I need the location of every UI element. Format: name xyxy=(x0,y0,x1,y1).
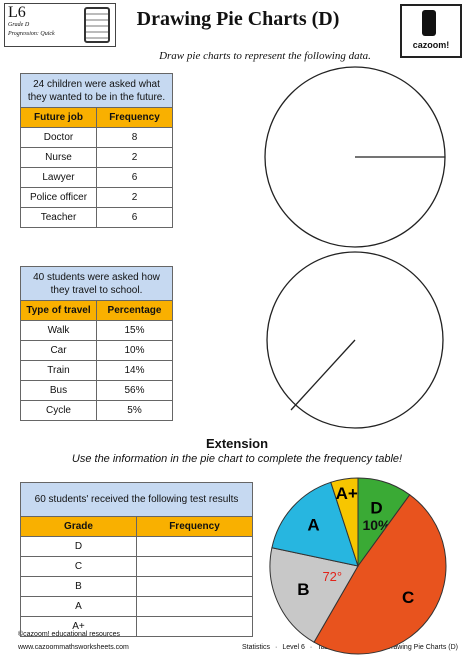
radius-line xyxy=(290,339,356,411)
slice-label: A+ xyxy=(336,484,358,503)
caption-row: 40 students were asked how they travel t… xyxy=(20,266,173,301)
table-cell: Car xyxy=(20,340,97,361)
column-header: Percentage xyxy=(96,300,173,321)
table-cell: C xyxy=(20,556,137,577)
data-table: 24 children were asked what they wanted … xyxy=(20,73,173,228)
table-row: Bus 56% xyxy=(20,380,173,401)
breadcrumb-item: Drawing Pie Charts (D) xyxy=(386,644,458,651)
answer-cell xyxy=(136,616,253,637)
table-cell: B xyxy=(20,576,137,597)
data-table: 40 students were asked how they travel t… xyxy=(20,266,173,421)
column-header: Future job xyxy=(20,107,97,128)
column-header: Type of travel xyxy=(20,300,97,321)
column-header: Frequency xyxy=(96,107,173,128)
url: www.cazoommathsworksheets.com xyxy=(18,644,129,651)
slice-label: C xyxy=(402,588,414,607)
table-cell: Cycle xyxy=(20,400,97,421)
slice-value-label: 72° xyxy=(322,569,342,584)
table-row: Train 14% xyxy=(20,360,173,381)
table-row: Nurse 2 xyxy=(20,147,173,168)
logo-box xyxy=(400,4,462,58)
table-cell: A+ xyxy=(20,616,137,637)
pie-slice xyxy=(271,481,359,567)
title: Drawing Pie Charts (D) xyxy=(136,8,340,30)
table-cell: 8 xyxy=(96,127,173,148)
calculator-icon xyxy=(84,7,110,43)
table-caption: 24 children were asked what they wanted … xyxy=(20,73,173,108)
header-row: Future job Frequency xyxy=(20,107,173,128)
progression: Progression: Quick xyxy=(8,31,55,37)
breadcrumb-item: Statistics xyxy=(241,644,270,651)
table-cell: Nurse xyxy=(20,147,97,168)
caption-row: 60 students' received the following test… xyxy=(20,482,253,517)
separator: · xyxy=(309,644,313,651)
table-row: Cycle 5% xyxy=(20,400,173,421)
table-row: Police officer 2 xyxy=(20,187,173,208)
table-cell: 2 xyxy=(96,147,173,168)
table-row: B xyxy=(20,576,253,597)
header-row: Grade Frequency xyxy=(20,516,253,537)
answer-cell xyxy=(136,536,253,557)
table-row: Car 10% xyxy=(20,340,173,361)
instruction: Draw pie charts to represent the followi… xyxy=(159,50,371,62)
table-row: Walk 15% xyxy=(20,320,173,341)
breadcrumb-item: Level 6 xyxy=(282,644,305,651)
table-row: C xyxy=(20,556,253,577)
table-cell: Doctor xyxy=(20,127,97,148)
pie-slice xyxy=(313,494,447,655)
table-row: Lawyer 6 xyxy=(20,167,173,188)
header-row: Type of travel Percentage xyxy=(20,300,173,321)
pie-slice xyxy=(269,547,359,643)
logo: cazoom! xyxy=(412,40,450,50)
table-cell: Walk xyxy=(20,320,97,341)
slice-label: D xyxy=(370,499,382,518)
table-cell: 56% xyxy=(96,380,173,401)
table-row: Doctor 8 xyxy=(20,127,173,148)
table-cell: A xyxy=(20,596,137,617)
table-row: A+ xyxy=(20,616,253,637)
table-cell: Police officer xyxy=(20,187,97,208)
table-cell: 10% xyxy=(96,340,173,361)
separator: · xyxy=(275,644,278,651)
blank-pie xyxy=(266,251,444,429)
table-cell: Lawyer xyxy=(20,167,97,188)
table-cell: D xyxy=(20,536,137,557)
answer-cell xyxy=(136,556,253,577)
table-cell: Bus xyxy=(20,380,97,401)
level-box xyxy=(4,3,116,47)
column-header: Frequency xyxy=(136,516,253,537)
table-cell: 15% xyxy=(96,320,173,341)
grade: Grade D xyxy=(8,22,30,28)
table-cell: Train xyxy=(20,360,97,381)
table-caption: 40 students were asked how they travel t… xyxy=(20,266,173,301)
column-header: Grade xyxy=(20,516,137,537)
table-cell: Teacher xyxy=(20,207,97,228)
table-row: Teacher 6 xyxy=(20,207,173,228)
logo-icon xyxy=(422,10,436,36)
table-caption: 60 students' received the following test… xyxy=(20,482,253,517)
slice-label: A xyxy=(307,515,319,534)
extension-title: Extension xyxy=(205,436,269,451)
table-cell: 6 xyxy=(96,167,173,188)
level: L6 xyxy=(8,4,26,21)
slice-label: B xyxy=(297,580,309,599)
data-table: 60 students' received the following test… xyxy=(20,482,253,637)
slice-value-label: 10% xyxy=(362,517,391,533)
table-cell: 2 xyxy=(96,187,173,208)
table-cell: 5% xyxy=(96,400,173,421)
extension-instruction: Use the information in the pie chart to … xyxy=(71,453,403,465)
table-cell: 6 xyxy=(96,207,173,228)
table-cell: 14% xyxy=(96,360,173,381)
table-row: A xyxy=(20,596,253,617)
pie-slice xyxy=(330,477,359,567)
caption-row: 24 children were asked what they wanted … xyxy=(20,73,173,108)
answer-cell xyxy=(136,596,253,617)
answer-cell xyxy=(136,576,253,597)
table-row: D xyxy=(20,536,253,557)
